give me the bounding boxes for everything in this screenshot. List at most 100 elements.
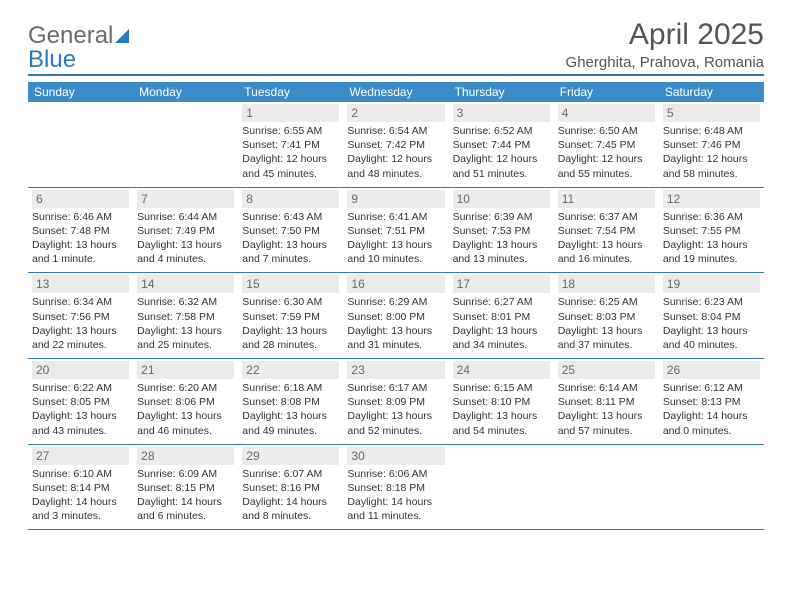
day-cell: .: [449, 445, 554, 530]
day-number: 8: [242, 190, 339, 208]
sunrise-text: Sunrise: 6:29 AM: [347, 295, 444, 309]
day-info: Sunrise: 6:09 AMSunset: 8:15 PMDaylight:…: [137, 467, 234, 524]
day-number: 15: [242, 275, 339, 293]
day-info: Sunrise: 6:46 AMSunset: 7:48 PMDaylight:…: [32, 210, 129, 267]
day-cell: 4Sunrise: 6:50 AMSunset: 7:45 PMDaylight…: [554, 102, 659, 187]
sunset-text: Sunset: 8:11 PM: [558, 395, 655, 409]
week-row: 20Sunrise: 6:22 AMSunset: 8:05 PMDayligh…: [28, 359, 764, 445]
daylight-text: Daylight: 14 hours and 0 minutes.: [663, 409, 760, 437]
day-cell: 1Sunrise: 6:55 AMSunset: 7:41 PMDaylight…: [238, 102, 343, 187]
day-cell: 18Sunrise: 6:25 AMSunset: 8:03 PMDayligh…: [554, 273, 659, 358]
day-info: Sunrise: 6:14 AMSunset: 8:11 PMDaylight:…: [558, 381, 655, 438]
day-info: Sunrise: 6:07 AMSunset: 8:16 PMDaylight:…: [242, 467, 339, 524]
day-number: 16: [347, 275, 444, 293]
day-number: 21: [137, 361, 234, 379]
day-info: Sunrise: 6:23 AMSunset: 8:04 PMDaylight:…: [663, 295, 760, 352]
daylight-text: Daylight: 13 hours and 25 minutes.: [137, 324, 234, 352]
sunrise-text: Sunrise: 6:43 AM: [242, 210, 339, 224]
daylight-text: Daylight: 14 hours and 11 minutes.: [347, 495, 444, 523]
day-cell: .: [133, 102, 238, 187]
day-number: 24: [453, 361, 550, 379]
brand-part1: General: [28, 22, 113, 49]
day-cell: 28 Sunrise: 6:09 AMSunset: 8:15 PMDayligh…: [133, 445, 238, 530]
sunrise-text: Sunrise: 6:23 AM: [663, 295, 760, 309]
day-cell: 23Sunrise: 6:17 AMSunset: 8:09 PMDayligh…: [343, 359, 448, 444]
day-cell: .: [28, 102, 133, 187]
sunrise-text: Sunrise: 6:18 AM: [242, 381, 339, 395]
sunset-text: Sunset: 8:10 PM: [453, 395, 550, 409]
day-cell: 9Sunrise: 6:41 AMSunset: 7:51 PMDaylight…: [343, 188, 448, 273]
day-info: Sunrise: 6:15 AMSunset: 8:10 PMDaylight:…: [453, 381, 550, 438]
daylight-text: Daylight: 12 hours and 51 minutes.: [453, 152, 550, 180]
day-number: 12: [663, 190, 760, 208]
weekday-header-row: SundayMondayTuesdayWednesdayThursdayFrid…: [28, 82, 764, 102]
sunrise-text: Sunrise: 6:14 AM: [558, 381, 655, 395]
title-block: April 2025 Gherghita, Prahova, Romania: [588, 18, 764, 76]
day-info: Sunrise: 6:32 AMSunset: 7:58 PMDaylight:…: [137, 295, 234, 352]
weekday-header: Saturday: [659, 82, 764, 102]
day-info: Sunrise: 6:18 AMSunset: 8:08 PMDaylight:…: [242, 381, 339, 438]
sunset-text: Sunset: 7:45 PM: [558, 138, 655, 152]
day-number: 18: [558, 275, 655, 293]
daylight-text: Daylight: 14 hours and 6 minutes.: [137, 495, 234, 523]
sunset-text: Sunset: 7:49 PM: [137, 224, 234, 238]
day-cell: 14 Sunrise: 6:32 AMSunset: 7:58 PMDayligh…: [133, 273, 238, 358]
day-number: 26: [663, 361, 760, 379]
week-row: 13Sunrise: 6:34 AMSunset: 7:56 PMDayligh…: [28, 273, 764, 359]
sunrise-text: Sunrise: 6:06 AM: [347, 467, 444, 481]
sunset-text: Sunset: 8:18 PM: [347, 481, 444, 495]
daylight-text: Daylight: 12 hours and 58 minutes.: [663, 152, 760, 180]
day-info: Sunrise: 6:43 AMSunset: 7:50 PMDaylight:…: [242, 210, 339, 267]
day-info: Sunrise: 6:44 AMSunset: 7:49 PMDaylight:…: [137, 210, 234, 267]
daylight-text: Daylight: 13 hours and 19 minutes.: [663, 238, 760, 266]
weekday-header: Sunday: [28, 82, 133, 102]
weeks-container: ..1Sunrise: 6:55 AMSunset: 7:41 PMDaylig…: [28, 102, 764, 530]
day-number: 10: [453, 190, 550, 208]
day-info: Sunrise: 6:29 AMSunset: 8:00 PMDaylight:…: [347, 295, 444, 352]
sunset-text: Sunset: 8:16 PM: [242, 481, 339, 495]
sunrise-text: Sunrise: 6:30 AM: [242, 295, 339, 309]
daylight-text: Daylight: 14 hours and 8 minutes.: [242, 495, 339, 523]
day-cell: 12Sunrise: 6:36 AMSunset: 7:55 PMDayligh…: [659, 188, 764, 273]
sunrise-text: Sunrise: 6:44 AM: [137, 210, 234, 224]
day-cell: 7Sunrise: 6:44 AMSunset: 7:49 PMDaylight…: [133, 188, 238, 273]
sunrise-text: Sunrise: 6:41 AM: [347, 210, 444, 224]
sunset-text: Sunset: 8:13 PM: [663, 395, 760, 409]
sunset-text: Sunset: 7:59 PM: [242, 310, 339, 324]
sunset-text: Sunset: 8:15 PM: [137, 481, 234, 495]
sunset-text: Sunset: 7:53 PM: [453, 224, 550, 238]
sunrise-text: Sunrise: 6:15 AM: [453, 381, 550, 395]
day-cell: 10Sunrise: 6:39 AMSunset: 7:53 PMDayligh…: [449, 188, 554, 273]
weekday-header: Tuesday: [238, 82, 343, 102]
daylight-text: Daylight: 13 hours and 7 minutes.: [242, 238, 339, 266]
day-number: 13: [32, 275, 129, 293]
day-number: 9: [347, 190, 444, 208]
day-number: 28: [137, 447, 234, 465]
sunset-text: Sunset: 7:54 PM: [558, 224, 655, 238]
sunset-text: Sunset: 7:42 PM: [347, 138, 444, 152]
sunrise-text: Sunrise: 6:34 AM: [32, 295, 129, 309]
day-cell: 19Sunrise: 6:23 AMSunset: 8:04 PMDayligh…: [659, 273, 764, 358]
sunrise-text: Sunrise: 6:27 AM: [453, 295, 550, 309]
day-info: Sunrise: 6:27 AMSunset: 8:01 PMDaylight:…: [453, 295, 550, 352]
day-number: 14: [137, 275, 234, 293]
day-cell: 27Sunrise: 6:10 AMSunset: 8:14 PMDayligh…: [28, 445, 133, 530]
day-info: Sunrise: 6:50 AMSunset: 7:45 PMDaylight:…: [558, 124, 655, 181]
sunrise-text: Sunrise: 6:50 AM: [558, 124, 655, 138]
location-text: Gherghita, Prahova, Romania: [28, 54, 764, 76]
weekday-header: Thursday: [449, 82, 554, 102]
sunrise-text: Sunrise: 6:22 AM: [32, 381, 129, 395]
sunset-text: Sunset: 8:01 PM: [453, 310, 550, 324]
sunset-text: Sunset: 8:06 PM: [137, 395, 234, 409]
sunset-text: Sunset: 7:50 PM: [242, 224, 339, 238]
day-cell: 8 Sunrise: 6:43 AMSunset: 7:50 PMDaylight…: [238, 188, 343, 273]
day-number: 1: [242, 104, 339, 122]
day-number: 5: [663, 104, 760, 122]
daylight-text: Daylight: 12 hours and 48 minutes.: [347, 152, 444, 180]
weekday-header: Monday: [133, 82, 238, 102]
daylight-text: Daylight: 13 hours and 57 minutes.: [558, 409, 655, 437]
sunrise-text: Sunrise: 6:17 AM: [347, 381, 444, 395]
day-number: 20: [32, 361, 129, 379]
daylight-text: Daylight: 12 hours and 55 minutes.: [558, 152, 655, 180]
day-number: 17: [453, 275, 550, 293]
